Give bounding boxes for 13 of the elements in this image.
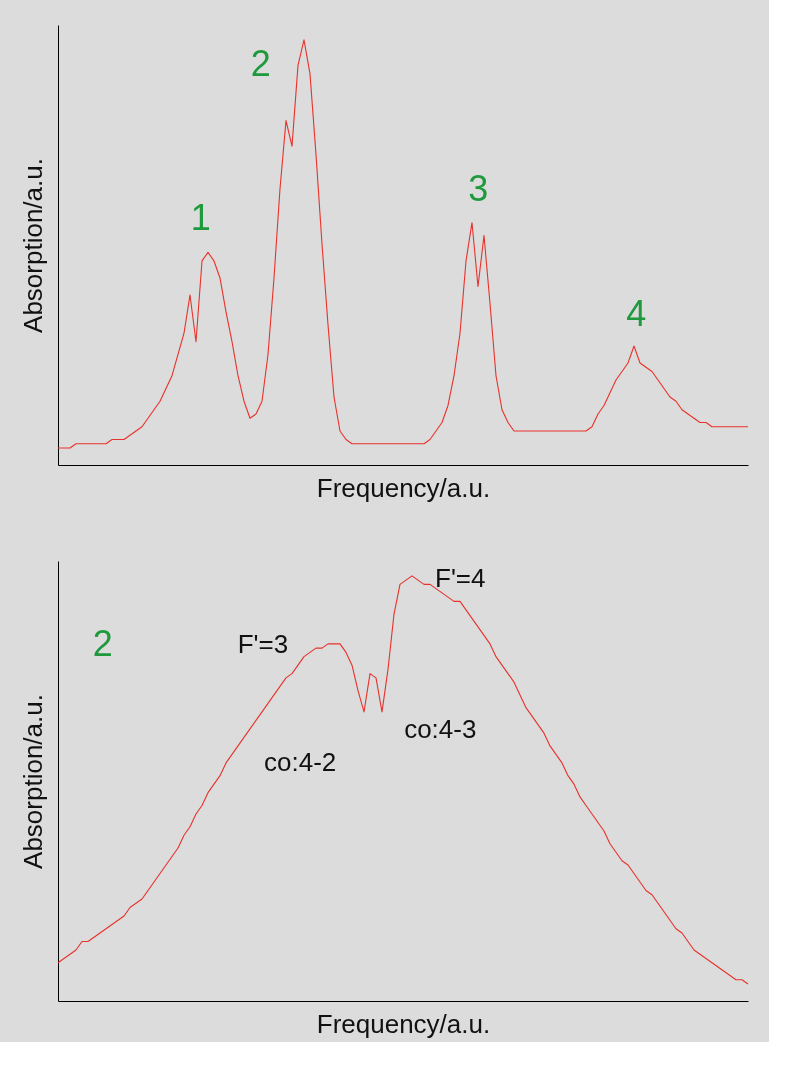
annotation: 4 (626, 293, 647, 335)
y-axis-title: Absorption/a.u. (17, 158, 48, 333)
x-axis-title: Frequency/a.u. (316, 472, 491, 503)
annotation: 1 (190, 196, 211, 238)
annotation: 2 (250, 42, 271, 84)
annotation: co:4-2 (264, 747, 337, 778)
annotation: F'=3 (237, 628, 289, 659)
annotation: 3 (468, 168, 489, 209)
annotation: 2 (92, 622, 113, 664)
annotation: co:4-3 (404, 714, 477, 745)
y-axis-title: Absorption/a.u. (17, 694, 48, 869)
x-axis-title: Frequency/a.u. (316, 1008, 491, 1039)
annotation: F'=4 (435, 562, 486, 593)
